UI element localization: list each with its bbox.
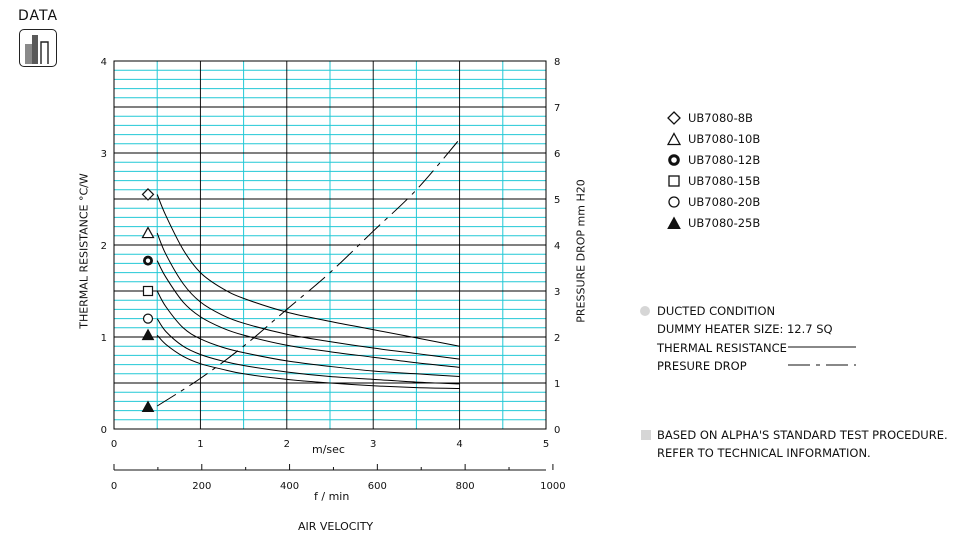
x-ms-tick-label: 5: [543, 439, 549, 450]
note-heater: DUMMY HEATER SIZE: 12.7 SQ: [657, 322, 833, 336]
series-marker: [141, 400, 155, 412]
note-bullet-square: [641, 430, 651, 440]
legend-item: UB7080-10B: [667, 129, 760, 149]
series-line: [156, 232, 460, 360]
triangle-open-icon: [667, 132, 681, 146]
legend-label: UB7080-10B: [688, 132, 761, 146]
y-right-tick-label: 2: [554, 333, 560, 344]
section-title: DATA: [18, 8, 59, 24]
series-marker: [141, 188, 155, 201]
series-marker: [142, 255, 153, 266]
pressure-drop-line: [156, 138, 460, 407]
y-left-tick-label: 0: [101, 425, 107, 436]
note-thermal-resistance: THERMAL RESISTANCE: [657, 341, 787, 355]
plot-frame: [113, 60, 547, 430]
x-fpm-tick-label: 0: [111, 481, 117, 492]
series-line: [156, 260, 460, 368]
square-open-icon: [668, 175, 680, 187]
series-marker: [141, 328, 155, 341]
legend-item: UB7080-8B: [667, 108, 753, 128]
x-fpm-tick-label: 1000: [540, 481, 565, 492]
series-marker: [141, 226, 155, 239]
y-right-tick-label: 6: [554, 149, 560, 160]
x-ms-tick-label: 0: [111, 439, 117, 450]
triangle-filled-icon: [667, 216, 681, 229]
y-left-tick-label: 4: [101, 57, 107, 68]
y-right-axis-label: PRESSURE DROP mm H20: [574, 179, 588, 323]
circle-bold-icon: [668, 154, 680, 166]
legend-item: UB7080-15B: [667, 171, 760, 191]
x-fpm-tick-label: 800: [456, 481, 475, 492]
y-right-tick-label: 0: [554, 425, 560, 436]
note-procedure-line2: REFER TO TECHNICAL INFORMATION.: [657, 446, 871, 460]
legend-label: UB7080-8B: [688, 111, 753, 125]
solid-line-sample: [788, 346, 856, 348]
series-line: [156, 290, 460, 378]
series-line: [156, 334, 460, 390]
x-fpm-tick-label: 200: [192, 481, 211, 492]
legend-label: UB7080-20B: [688, 195, 761, 209]
series-marker: [142, 285, 154, 297]
y-right-tick-label: 7: [554, 103, 560, 114]
x-ms-tick-label: 4: [456, 439, 462, 450]
y-left-tick-label: 1: [101, 333, 107, 344]
diamond-open-icon: [667, 111, 681, 125]
x-fpm-tick-label: 600: [368, 481, 387, 492]
y-right-tick-label: 5: [554, 195, 560, 206]
x-axis-title: AIR VELOCITY: [298, 520, 374, 533]
series-line: [156, 318, 460, 385]
legend-label: UB7080-25B: [688, 216, 761, 230]
bar-chart-icon: [19, 29, 57, 67]
legend-label: UB7080-12B: [688, 153, 761, 167]
y-right-tick-label: 3: [554, 287, 560, 298]
x-ms-tick-label: 3: [370, 439, 376, 450]
series-marker: [142, 313, 154, 324]
x-axis-label-fpm: f / min: [314, 490, 350, 503]
dashed-line-sample: [788, 364, 856, 366]
y-right-tick-label: 1: [554, 379, 560, 390]
x-ms-tick-label: 2: [284, 439, 290, 450]
circle-open-icon: [668, 196, 680, 208]
legend-item: UB7080-25B: [667, 213, 760, 233]
x-axis-label-ms: m/sec: [312, 443, 345, 456]
legend-item: UB7080-12B: [667, 150, 760, 170]
bar-chart-icon-graphic: [25, 35, 49, 64]
x-fpm-tick-label: 400: [280, 481, 299, 492]
y-left-tick-label: 2: [101, 241, 107, 252]
y-right-tick-label: 4: [554, 241, 560, 252]
note-condition: DUCTED CONDITION: [657, 304, 776, 318]
series-line: [156, 194, 460, 347]
legend-label: UB7080-15B: [688, 174, 761, 188]
note-pressure-drop: PRESURE DROP: [657, 359, 747, 373]
y-right-tick-label: 8: [554, 57, 560, 68]
y-left-tick-label: 3: [101, 149, 107, 160]
note-procedure-line1: BASED ON ALPHA'S STANDARD TEST PROCEDURE…: [657, 428, 948, 442]
legend-item: UB7080-20B: [667, 192, 760, 212]
x-ms-tick-label: 1: [197, 439, 203, 450]
y-left-axis-label: THERMAL RESISTANCE °C/W: [77, 173, 91, 329]
note-bullet-circle: [640, 306, 650, 316]
